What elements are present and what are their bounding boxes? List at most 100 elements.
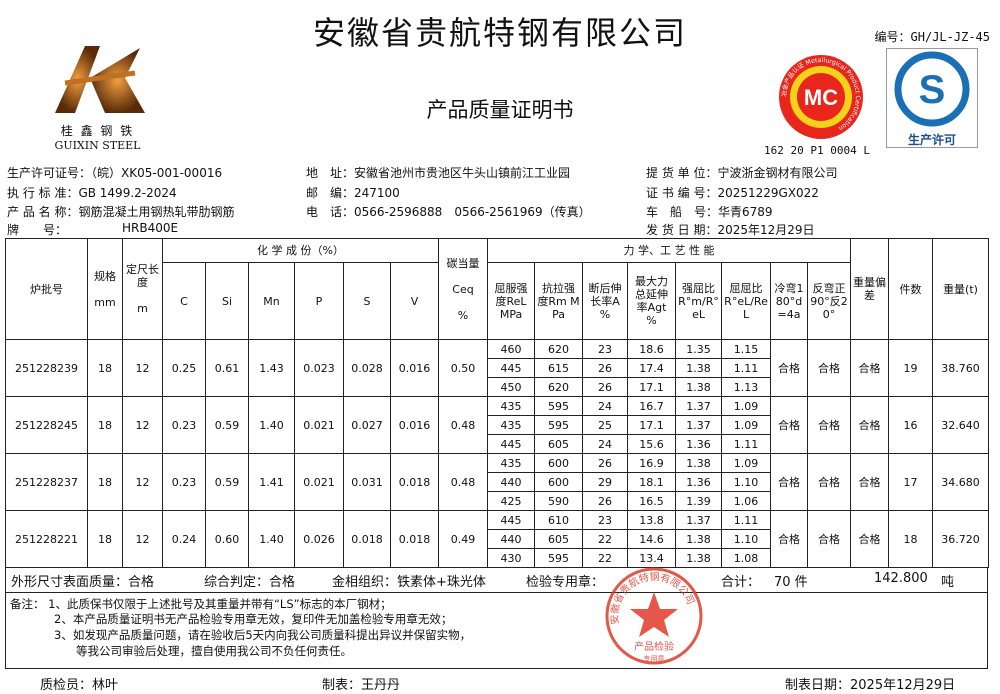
- mech-value: 445: [487, 358, 536, 378]
- metallographic-structure: 金相组织：铁素体+珠光体: [332, 575, 486, 590]
- mech-value: 1.11: [721, 358, 772, 378]
- mech-value: 595: [534, 396, 584, 416]
- weight: 34.680: [932, 453, 990, 511]
- header-furnace: 炉批号: [5, 238, 88, 340]
- mech-value: 620: [534, 377, 584, 397]
- table-row: 251228245 18 12 0.23 0.59 1.40 0.021 0.027 0.016…: [5, 396, 990, 454]
- weight: 32.640: [932, 396, 990, 454]
- mech-value: 17.1: [627, 415, 677, 435]
- cold-bend: 合格: [770, 396, 809, 454]
- mech-value: 1.37: [675, 396, 723, 416]
- chem-value: 0.026: [294, 510, 344, 568]
- mech-value: 460: [487, 339, 536, 359]
- header-mech-7: 反弯正90°反20°: [807, 262, 852, 340]
- header-ceq: 碳当量 Ceq%: [438, 238, 489, 340]
- chem-value: 0.59: [205, 396, 249, 454]
- mech-value: 1.11: [721, 434, 772, 454]
- furnace-number: 251228245: [5, 396, 88, 454]
- mech-value: 1.38: [675, 453, 723, 473]
- mech-value: 1.37: [675, 415, 723, 435]
- header-mech-1: 抗拉强度Rm MPa: [534, 262, 584, 340]
- chem-value: 0.021: [294, 396, 344, 454]
- chem-value: 0.023: [294, 339, 344, 397]
- mech-value: 590: [534, 491, 584, 511]
- header-spec: 规格 mm: [87, 238, 123, 340]
- mech-value: 17.4: [627, 358, 677, 378]
- mech-value: 430: [487, 548, 536, 568]
- mech-value: 440: [487, 529, 536, 549]
- mc-text: MC: [804, 85, 838, 110]
- mech-value: 610: [534, 510, 584, 530]
- license-number: 生产许可证号：（皖）XK05-001-00016: [7, 166, 223, 180]
- mech-value: 1.10: [721, 472, 772, 492]
- weight-unit: 吨: [941, 575, 955, 590]
- address: 地 址：安徽省池州市贵池区牛头山镇前江工业园: [306, 166, 571, 180]
- grade-label: 牌 号：: [7, 223, 68, 237]
- mech-value: 1.13: [721, 377, 772, 397]
- mech-value: 1.38: [675, 377, 723, 397]
- header-chem-v: V: [389, 262, 440, 340]
- header-mech-2: 断后伸长率A %: [582, 262, 629, 340]
- mech-value: 24: [582, 396, 629, 416]
- svg-text:S: S: [919, 68, 946, 112]
- mech-value: 450: [487, 377, 536, 397]
- total-weight: 142.800: [874, 571, 928, 586]
- table-row: 430 595 22 13.4 1.38 1.08: [6, 548, 989, 568]
- total-count: 70 件: [774, 575, 808, 590]
- mech-value: 23: [582, 510, 629, 530]
- furnace-number: 251228221: [5, 510, 88, 568]
- mech-value: 445: [487, 434, 536, 454]
- table-date: 制表日期：2025年12月29日: [785, 678, 956, 693]
- mech-value: 595: [534, 548, 584, 568]
- phone: 电 话：0566-2596888 0566-2561969（传真）: [306, 205, 591, 219]
- company-name: 安徽省贵航特钢有限公司: [312, 14, 687, 52]
- mech-value: 22: [582, 548, 629, 568]
- header-chem-p: P: [294, 262, 344, 340]
- stamp-icon: 安徽省贵航特钢有限公司 产品检验 专用章: [605, 567, 703, 665]
- certificate-number: 证 书 编 号：20251229GX022: [646, 186, 819, 200]
- mech-value: 605: [534, 434, 584, 454]
- chem-value: 0.61: [205, 339, 249, 397]
- header-mech-3: 最大力总延伸率Agt %: [627, 262, 677, 340]
- total-label: 合计：: [721, 575, 761, 590]
- quality-table: 炉批号 规格 mm 定尺长度 m 化 学 成 份（%） 碳当量 Ceq% 力 学、工 …: [5, 238, 990, 568]
- length: 12: [122, 510, 163, 568]
- qs-text: 生产许可: [907, 133, 956, 147]
- mech-value: 1.08: [721, 548, 772, 568]
- mech-value: 18.6: [627, 339, 677, 359]
- cold-bend: 合格: [770, 453, 809, 511]
- chem-value: 0.018: [389, 453, 440, 511]
- mech-value: 16.9: [627, 453, 677, 473]
- chem-value: 0.027: [343, 396, 391, 454]
- mech-value: 440: [487, 472, 536, 492]
- header-chem-c: C: [162, 262, 206, 340]
- table-maker: 制表：王丹丹: [322, 678, 401, 693]
- cold-bend: 合格: [770, 510, 809, 568]
- mech-value: 445: [487, 510, 536, 530]
- chem-value: 0.031: [343, 453, 391, 511]
- grade: HRB400E: [122, 221, 179, 235]
- header-weight-deviation: 重量偏差: [850, 238, 890, 340]
- mc-certification-logo: 冶金产品认证 Metallurgical Product Certificati…: [778, 54, 864, 144]
- note-1: 备注： 1、此质保书仅限于上述批号及其重量并带有“LS”标志的本厂钢材；: [10, 597, 392, 611]
- chem-value: 0.018: [389, 510, 440, 568]
- table-row: 251228237 18 12 0.23 0.59 1.41 0.021 0.031 0.018…: [5, 453, 990, 511]
- mech-value: 22: [582, 529, 629, 549]
- note-4: 等我公司审验后处理，擅自使用我公司不负任何责任。: [76, 644, 352, 658]
- mech-value: 25: [582, 415, 629, 435]
- length: 12: [122, 396, 163, 454]
- mech-value: 26: [582, 377, 629, 397]
- mech-value: 615: [534, 358, 584, 378]
- header-mech-4: 强屈比R°m/R°eL: [675, 262, 723, 340]
- length: 12: [122, 339, 163, 397]
- mech-value: 1.15: [721, 339, 772, 359]
- mech-value: 16.5: [627, 491, 677, 511]
- ceq-value: 0.49: [438, 510, 489, 568]
- table-row: 435 595 25 17.1 1.37 1.09: [6, 415, 989, 435]
- ceq-value: 0.48: [438, 453, 489, 511]
- table-row: 425 590 26 16.5 1.39 1.06: [6, 491, 989, 511]
- mech-value: 595: [534, 415, 584, 435]
- mech-value: 435: [487, 415, 536, 435]
- table-row: 445 615 26 17.4 1.38 1.11: [6, 358, 989, 378]
- mech-value: 26: [582, 358, 629, 378]
